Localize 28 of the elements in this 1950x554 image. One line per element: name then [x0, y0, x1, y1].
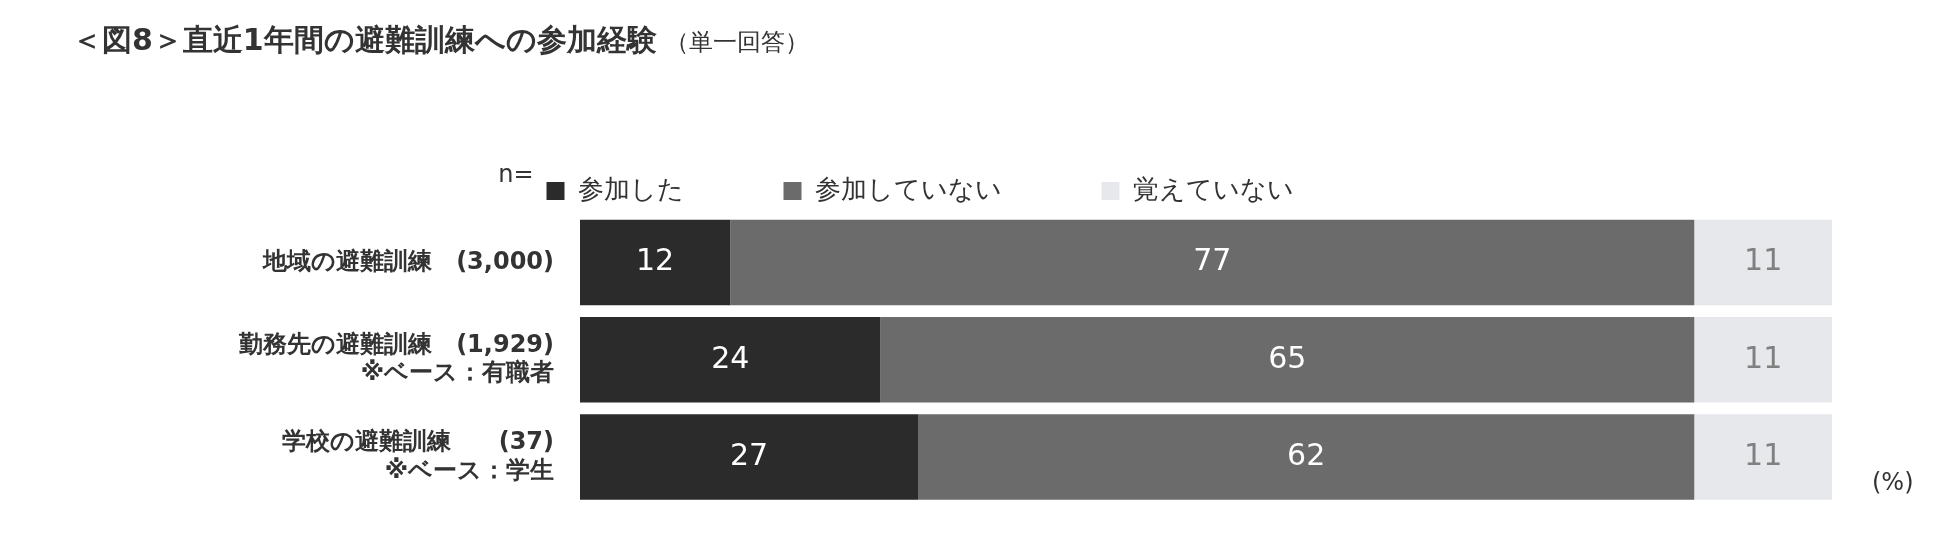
text: (%) — [1872, 467, 1914, 496]
bar — [1694, 317, 1832, 403]
data-label: 24 — [711, 339, 750, 375]
data-label: 62 — [1287, 436, 1326, 472]
data-label: 27 — [729, 436, 769, 472]
bar — [580, 414, 919, 500]
legend-label: 覚えていない — [1132, 173, 1294, 204]
data-label: 77 — [1193, 242, 1232, 278]
data-label: 11 — [1744, 242, 1783, 278]
bar — [918, 414, 1695, 500]
bar — [580, 317, 881, 403]
data-label: 65 — [1268, 339, 1307, 375]
bar — [730, 219, 1695, 306]
legend-label: 参加していない — [814, 173, 1002, 204]
y-tick-label: 勤務先の避難訓練 (1,929) ※ベース：有職者 — [238, 329, 554, 387]
data-label: 11 — [1744, 339, 1783, 375]
text: n= — [498, 160, 534, 189]
bar — [1694, 219, 1832, 306]
data-label: 11 — [1744, 436, 1783, 472]
data-label: 12 — [636, 242, 675, 278]
bar — [580, 219, 731, 306]
legend-label: 参加した — [577, 173, 684, 204]
chart-title: ＜図8＞直近1年間の避難訓練への参加経験 — [72, 22, 657, 57]
bar — [880, 317, 1695, 403]
y-tick-label: 学校の避難訓練 (37) ※ベース：学生 — [281, 426, 554, 484]
y-tick-label: 地域の避難訓練 (3,000) — [262, 246, 554, 275]
chart-subtitle: （単一回答） — [664, 28, 809, 56]
bar — [1694, 414, 1832, 500]
